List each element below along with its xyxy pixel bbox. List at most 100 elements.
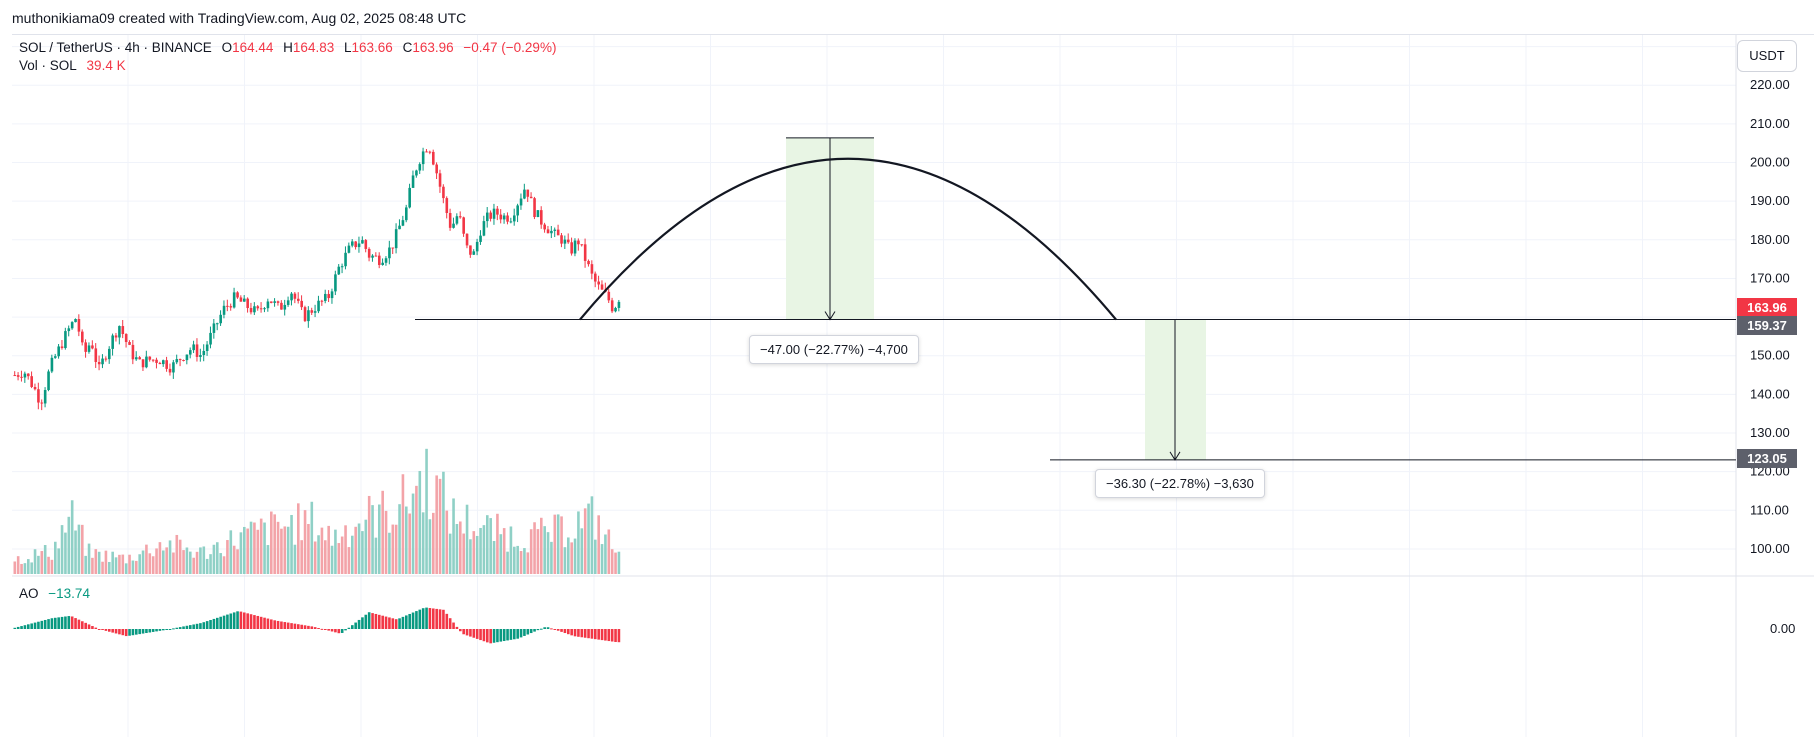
volume-bar <box>384 510 388 574</box>
ao-bar <box>253 615 256 629</box>
candle-body <box>516 205 519 216</box>
ohlc-low: L163.66 <box>344 40 393 55</box>
candle-body <box>243 298 246 302</box>
candle-body <box>357 243 361 248</box>
volume-bar <box>313 541 317 574</box>
ao-bar <box>435 608 438 629</box>
candle-body <box>384 258 388 263</box>
ao-bar <box>13 627 17 629</box>
candle-body <box>401 220 405 226</box>
ao-bar <box>91 626 94 629</box>
y-axis-tick-label: 190.00 <box>1750 193 1790 208</box>
volume-bar <box>57 548 60 574</box>
candle-body <box>313 311 317 313</box>
volume-bar <box>367 495 371 574</box>
ao-bar <box>307 625 310 629</box>
ao-bar <box>141 629 145 634</box>
ao-bar <box>367 612 371 629</box>
ao-bar <box>178 627 182 629</box>
volume-bar <box>357 523 361 574</box>
volume-bar <box>324 540 327 574</box>
ao-bar <box>67 616 71 629</box>
volume-bar <box>175 534 179 574</box>
ao-bar <box>216 617 219 629</box>
ao-bar <box>205 621 209 629</box>
candle-body <box>489 212 492 219</box>
ao-bar <box>293 623 297 629</box>
candle-body <box>20 376 23 378</box>
candle-body <box>94 348 98 362</box>
pattern-height-measure-label[interactable]: −47.00 (−22.77%) −4,700 <box>749 335 919 364</box>
projection-measure-label[interactable]: −36.30 (−22.78%) −3,630 <box>1095 469 1265 498</box>
ao-bar <box>529 629 533 634</box>
volume-bar <box>280 528 283 574</box>
volume-bar <box>192 557 195 574</box>
candle-body <box>418 164 422 171</box>
volume-bar <box>67 516 71 574</box>
ao-bar <box>597 629 600 640</box>
volume-bar <box>199 547 202 574</box>
candle-body <box>428 151 432 153</box>
candle-body <box>550 230 553 234</box>
currency-button[interactable]: USDT <box>1737 40 1797 72</box>
candle-body <box>13 375 17 377</box>
volume-bar <box>459 521 462 574</box>
candle-body <box>590 264 594 274</box>
candle-body <box>121 326 125 335</box>
ao-bar <box>229 613 233 629</box>
volume-bar <box>526 552 530 574</box>
ao-bar <box>492 629 496 643</box>
candle-body <box>168 368 172 373</box>
volume-bar <box>13 561 17 574</box>
y-axis-tick-label: 130.00 <box>1750 425 1790 440</box>
candle-body <box>317 300 320 312</box>
ao-bar <box>371 613 374 629</box>
candle-body <box>469 245 472 255</box>
candle-body <box>77 319 81 332</box>
volume-bar <box>97 551 101 574</box>
ao-bar <box>479 629 482 641</box>
ao-bar <box>121 629 125 636</box>
volume-bar <box>570 542 573 574</box>
candle-body <box>594 273 597 282</box>
ao-bar <box>502 629 506 642</box>
volume-bar <box>205 558 209 574</box>
volume-bar <box>600 544 604 574</box>
ao-bar <box>108 629 111 632</box>
volume-bar <box>87 543 91 574</box>
candle-body <box>367 248 371 258</box>
volume-bar <box>317 535 320 574</box>
ao-bar <box>614 629 617 642</box>
ao-bar <box>256 615 260 629</box>
ao-bar <box>351 625 354 629</box>
candle-body <box>567 239 570 243</box>
ao-bar <box>452 622 455 629</box>
volume-bar <box>246 528 249 574</box>
candle-body <box>290 293 293 301</box>
low-label: L <box>343 40 352 55</box>
ao-bar <box>610 629 614 642</box>
candle-body <box>253 306 256 313</box>
ao-bar <box>283 622 287 629</box>
chart-area[interactable]: 100.00110.00120.00130.00140.00150.00160.… <box>12 34 1814 737</box>
y-axis-tick-label: 180.00 <box>1750 232 1790 247</box>
volume-bar <box>310 501 314 574</box>
ao-bar <box>313 627 317 629</box>
ao-bar <box>445 613 449 629</box>
ao-bar <box>600 629 604 641</box>
candle-body <box>421 151 425 165</box>
ao-bar <box>317 627 320 629</box>
candle-body <box>263 308 266 310</box>
volume-bar <box>550 541 553 574</box>
candle-body <box>40 402 44 404</box>
volume-bar <box>141 550 145 574</box>
ao-bar <box>84 622 87 629</box>
volume-bar <box>614 552 617 574</box>
ao-bar <box>276 620 280 629</box>
target-price-badge: 123.05 <box>1737 449 1797 468</box>
y-axis-tick-label: 110.00 <box>1750 502 1789 517</box>
candle-body <box>438 173 442 187</box>
volume-bar <box>401 474 405 574</box>
price-chart-svg[interactable]: 100.00110.00120.00130.00140.00150.00160.… <box>12 35 1814 737</box>
volume-bar <box>438 478 442 574</box>
